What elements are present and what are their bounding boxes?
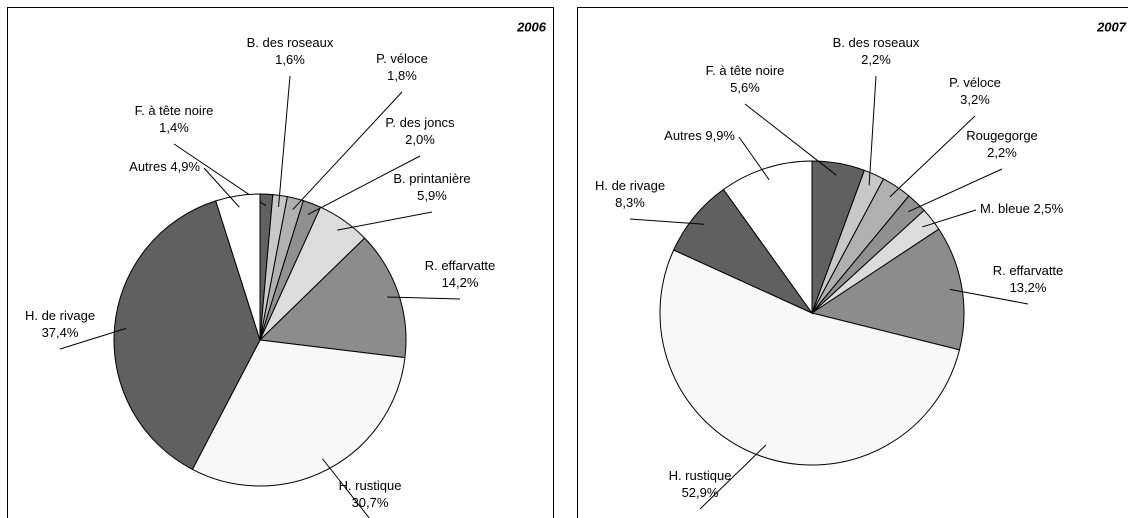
leader-line — [322, 458, 370, 518]
slice-label: R. effarvatte 14,2% — [425, 258, 496, 290]
label-value: 2,5% — [1034, 201, 1064, 216]
leader-line — [307, 155, 421, 215]
slice-label: H. de rivage 8,3% — [595, 178, 665, 210]
slice-label: Autres 4,9% — [129, 159, 200, 174]
slice-label: P. des joncs 2,0% — [385, 115, 455, 147]
label-value: 1,8% — [387, 68, 417, 83]
label-value: 2,2% — [861, 52, 891, 67]
label-value: 37,4% — [42, 325, 79, 340]
leader-line — [744, 103, 837, 176]
chart-title: 2007 — [1096, 19, 1127, 34]
slice-label: B. des roseaux 1,6% — [247, 35, 334, 67]
label-value: 3,2% — [960, 92, 990, 107]
leader-line — [337, 211, 433, 231]
label-name: Rougegorge — [966, 128, 1038, 143]
label-value: 52,9% — [682, 485, 719, 500]
slice — [215, 193, 261, 341]
slice-label: B. printanière 5,9% — [393, 171, 470, 203]
label-value: 14,2% — [442, 275, 479, 290]
slice-label: F. à tête noire 5,6% — [706, 63, 785, 95]
label-name: P. des joncs — [385, 115, 455, 130]
leader-line — [278, 75, 291, 208]
slice-label: P. véloce 3,2% — [949, 75, 1001, 107]
slice-label: H. rustique 30,7% — [339, 478, 402, 510]
label-value: 5,9% — [417, 188, 447, 203]
slice — [191, 339, 406, 487]
slice-label: P. véloce 1,8% — [376, 51, 428, 83]
label-name: R. effarvatte — [993, 263, 1064, 278]
leader-line — [292, 91, 403, 211]
leader-line — [59, 327, 127, 350]
label-name: P. véloce — [949, 75, 1001, 90]
chart-title: 2006 — [516, 19, 547, 34]
label-value: 1,6% — [275, 52, 305, 67]
leader-line — [889, 115, 976, 198]
label-name: Autres — [129, 159, 167, 174]
label-name: H. rustique — [669, 468, 732, 483]
label-name: F. à tête noire — [706, 63, 785, 78]
label-value: 13,2% — [1010, 280, 1047, 295]
slice — [659, 249, 961, 466]
slice — [810, 228, 965, 351]
slice-label: Autres 9,9% — [664, 128, 735, 143]
slice-label: B. des roseaux 2,2% — [833, 35, 920, 67]
leader-line — [868, 75, 877, 186]
label-name: H. de rivage — [595, 178, 665, 193]
label-value: 30,7% — [352, 495, 389, 510]
label-name: B. printanière — [393, 171, 470, 186]
label-name: F. à tête noire — [135, 103, 214, 118]
label-name: H. de rivage — [25, 308, 95, 323]
slice-label: F. à tête noire 1,4% — [135, 103, 214, 135]
slice — [113, 200, 261, 471]
label-value: 2,2% — [987, 145, 1017, 160]
slice — [722, 160, 813, 315]
slice-label: H. rustique 52,9% — [669, 468, 732, 500]
label-name: R. effarvatte — [425, 258, 496, 273]
slice-label: H. de rivage 37,4% — [25, 308, 95, 340]
leader-line — [629, 218, 705, 225]
leader-line — [922, 209, 977, 228]
label-name: B. des roseaux — [247, 35, 334, 50]
slice — [258, 237, 407, 359]
leader-line — [738, 136, 770, 181]
slice-label: M. bleue 2,5% — [980, 201, 1064, 216]
label-name: H. rustique — [339, 478, 402, 493]
label-value: 1,4% — [159, 120, 189, 135]
label-value: 5,6% — [730, 80, 760, 95]
slice-label: R. effarvatte 13,2% — [993, 263, 1064, 295]
label-value: 8,3% — [615, 195, 645, 210]
label-name: M. bleue — [980, 201, 1030, 216]
label-name: P. véloce — [376, 51, 428, 66]
slice-label: Rougegorge 2,2% — [966, 128, 1038, 160]
leader-line — [387, 296, 461, 300]
leader-line — [949, 288, 1029, 305]
leader-line — [908, 168, 1003, 213]
label-value: 9,9% — [705, 128, 735, 143]
leader-line — [203, 167, 240, 208]
label-value: 2,0% — [405, 132, 435, 147]
label-name: Autres — [664, 128, 702, 143]
label-name: B. des roseaux — [833, 35, 920, 50]
label-value: 4,9% — [170, 159, 200, 174]
leader-line — [699, 444, 767, 510]
